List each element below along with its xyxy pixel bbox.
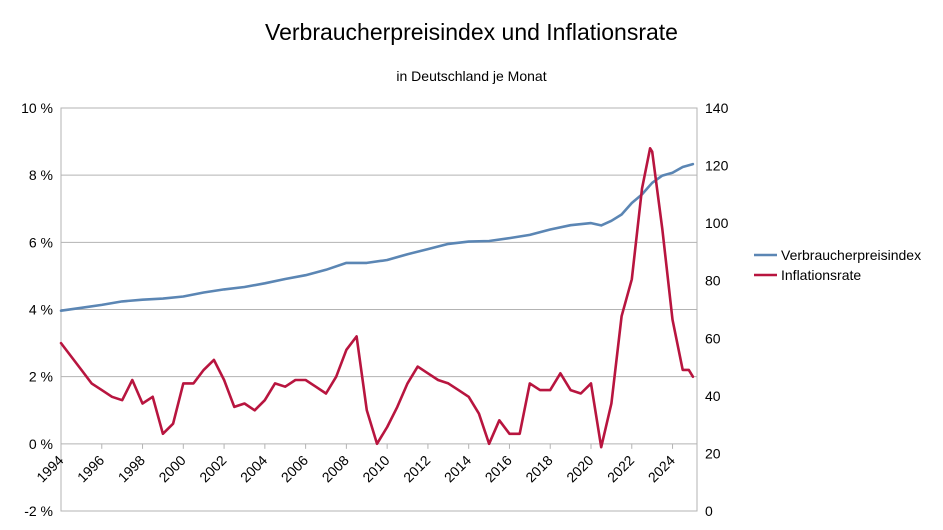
x-tick-label: 2024 — [645, 452, 678, 485]
legend: Verbraucherpreisindex Inflationsrate — [754, 247, 921, 283]
gridlines — [61, 107, 697, 512]
y-left-tick-label: 8 % — [29, 167, 53, 183]
x-tick-label: 2020 — [563, 452, 596, 485]
x-tick-label: 2008 — [319, 452, 352, 485]
series-line-verbraucherpreisindex — [59, 162, 695, 312]
x-tick-label: 1996 — [74, 452, 107, 485]
x-tick-label: 2016 — [482, 452, 515, 485]
x-tick-label: 2014 — [441, 452, 474, 485]
series-line-inflationsrate — [59, 147, 695, 449]
y-left-tick-label: 2 % — [29, 369, 53, 385]
y-right-tick-label: 140 — [705, 100, 729, 116]
y-axis-left: -2 % 0 % 2 % 4 % 6 % 8 % 10 % — [21, 100, 53, 519]
legend-label: Inflationsrate — [781, 267, 861, 283]
series-lines — [59, 147, 695, 449]
x-tick-label: 1998 — [115, 452, 148, 485]
chart-title: Verbraucherpreisindex und Inflationsrate — [265, 19, 678, 45]
x-tick-label: 2002 — [196, 452, 229, 485]
x-tick-label: 2022 — [604, 452, 637, 485]
x-axis: 1994 1996 1998 2000 2002 2004 2006 2008 2010 2012… — [33, 443, 678, 485]
y-left-tick-label: 4 % — [29, 302, 53, 318]
chart-subtitle: in Deutschland je Monat — [396, 68, 547, 84]
y-axis-right: 0 20 40 60 80 100 120 140 — [705, 100, 729, 519]
y-right-tick-label: 100 — [705, 215, 729, 231]
y-right-tick-label: 60 — [705, 330, 721, 346]
y-left-tick-label: 0 % — [29, 436, 53, 452]
y-left-tick-label: 10 % — [21, 100, 53, 116]
y-right-tick-label: 120 — [705, 158, 729, 174]
x-tick-label: 2000 — [155, 452, 188, 485]
x-tick-label: 1994 — [33, 452, 66, 485]
x-tick-label: 2018 — [522, 452, 555, 485]
x-tick-label: 2006 — [278, 452, 311, 485]
legend-label: Verbraucherpreisindex — [781, 247, 921, 263]
y-left-tick-label: 6 % — [29, 234, 53, 250]
y-right-tick-label: 20 — [705, 445, 721, 461]
y-right-tick-label: 40 — [705, 388, 721, 404]
y-right-tick-label: 0 — [705, 503, 713, 519]
y-left-tick-label: -2 % — [24, 503, 53, 519]
x-tick-label: 2004 — [237, 452, 270, 485]
x-tick-label: 2012 — [400, 452, 433, 485]
y-right-tick-label: 80 — [705, 273, 721, 289]
x-tick-label: 2010 — [359, 452, 392, 485]
